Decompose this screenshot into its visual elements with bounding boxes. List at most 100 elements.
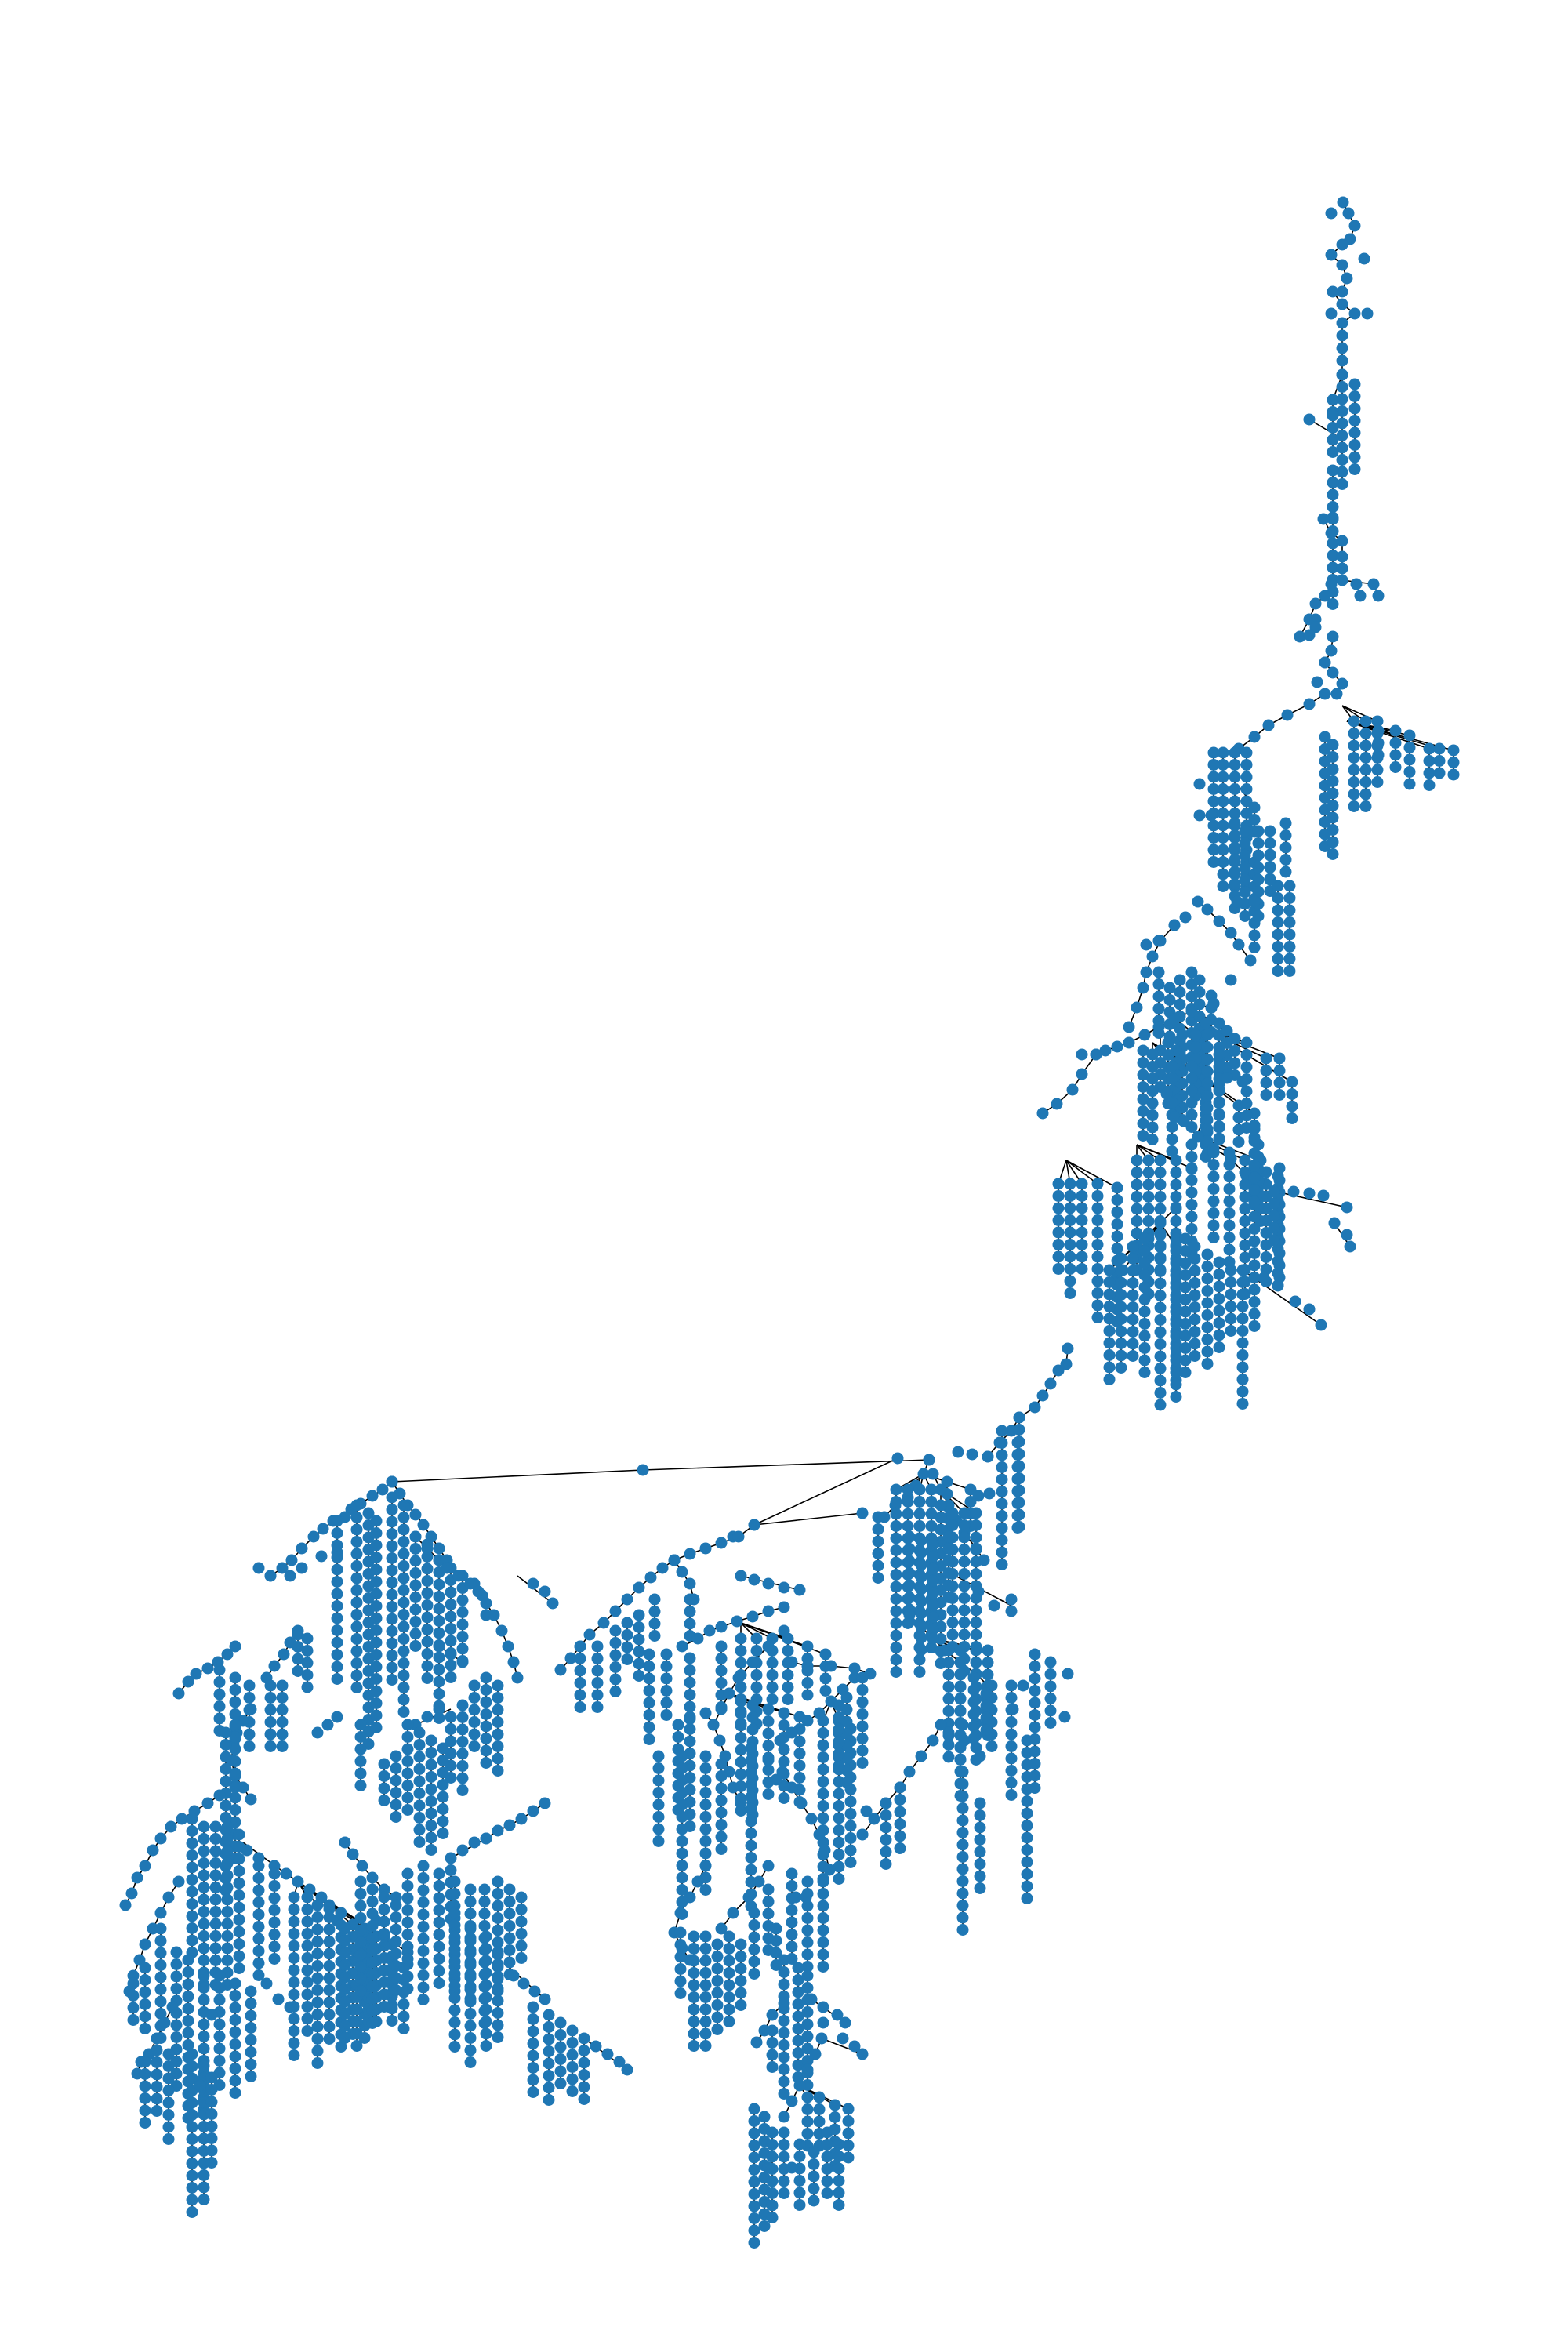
- graph-node: [198, 1833, 210, 1845]
- graph-node: [421, 1624, 434, 1635]
- graph-node: [688, 2003, 700, 2016]
- graph-node: [676, 1787, 688, 1798]
- graph-node: [252, 1908, 265, 1921]
- graph-node: [715, 1831, 728, 1843]
- graph-node: [1029, 1648, 1041, 1661]
- graph-node: [209, 1869, 222, 1882]
- graph-node: [1138, 1330, 1151, 1342]
- graph-node: [699, 1967, 712, 1979]
- graph-node: [186, 1825, 198, 1837]
- graph-node: [1239, 910, 1251, 922]
- graph-node: [1248, 1320, 1261, 1332]
- graph-node: [1236, 1385, 1249, 1398]
- graph-node: [397, 1621, 410, 1633]
- graph-node: [350, 2027, 363, 2040]
- graph-node: [1223, 1207, 1236, 1219]
- graph-node: [890, 1520, 902, 1532]
- graph-node: [176, 1813, 188, 1825]
- graph-node: [748, 1968, 760, 1980]
- graph-node: [1319, 590, 1331, 602]
- graph-node: [1348, 764, 1360, 776]
- graph-node: [715, 1653, 728, 1664]
- graph-node: [735, 1632, 747, 1645]
- graph-node: [1201, 1029, 1214, 1041]
- graph-node: [311, 2033, 324, 2045]
- graph-node: [1336, 329, 1348, 342]
- graph-node: [1341, 1229, 1353, 1241]
- graph-node: [833, 1860, 845, 1873]
- graph-node: [676, 1835, 688, 1847]
- graph-node: [1170, 1154, 1182, 1167]
- graph-node: [1272, 953, 1284, 965]
- graph-node: [1348, 788, 1360, 800]
- graph-node: [750, 2036, 763, 2049]
- graph-node: [186, 1898, 198, 1910]
- graph-node: [229, 1684, 241, 1696]
- graph-node: [954, 1656, 967, 1668]
- graph-node: [1213, 1061, 1225, 1073]
- graph-node: [186, 1886, 198, 1898]
- graph-node: [915, 1595, 927, 1607]
- graph-node: [746, 1610, 759, 1623]
- graph-node: [833, 1849, 845, 1860]
- graph-node: [1166, 1121, 1178, 1133]
- graph-node: [1127, 1277, 1139, 1289]
- graph-node: [252, 1884, 265, 1896]
- graph-node: [688, 1967, 700, 1979]
- graph-node: [1064, 1226, 1076, 1239]
- graph-node: [1286, 1088, 1298, 1100]
- graph-node: [688, 2040, 700, 2052]
- graph-node: [711, 1951, 724, 1962]
- graph-node: [1127, 1301, 1139, 1313]
- graph-node: [233, 1938, 245, 1950]
- graph-node: [633, 1646, 645, 1657]
- graph-node: [252, 1969, 265, 1981]
- graph-node: [1294, 630, 1306, 643]
- graph-node: [1179, 1232, 1192, 1245]
- graph-node: [821, 2139, 833, 2151]
- graph-node: [1166, 1060, 1178, 1073]
- graph-node: [1170, 1191, 1182, 1203]
- graph-node: [1319, 688, 1331, 700]
- graph-node: [786, 1916, 798, 1929]
- graph-node: [723, 1943, 735, 1955]
- graph-node: [735, 1645, 747, 1657]
- graph-node: [1327, 811, 1339, 824]
- graph-node: [872, 1559, 884, 1572]
- graph-node: [727, 1907, 739, 1919]
- graph-node: [1189, 1240, 1201, 1253]
- graph-node: [1021, 1880, 1033, 1893]
- graph-node: [1217, 808, 1229, 819]
- graph-node: [1064, 1250, 1076, 1263]
- graph-node: [774, 1734, 786, 1747]
- graph-node: [1103, 1325, 1116, 1337]
- graph-node: [958, 1568, 971, 1580]
- graph-node: [684, 1689, 696, 1700]
- graph-node: [778, 1719, 790, 1731]
- graph-node: [370, 1697, 383, 1709]
- graph-node: [660, 1697, 673, 1709]
- graph-node: [276, 1740, 289, 1752]
- graph-node: [684, 1700, 696, 1713]
- graph-node: [1327, 477, 1339, 488]
- graph-node: [956, 1814, 969, 1827]
- graph-node: [1154, 1229, 1167, 1241]
- graph-node: [699, 1542, 712, 1555]
- graph-node: [317, 1523, 329, 1535]
- graph-node: [648, 1617, 661, 1630]
- graph-node: [386, 1491, 398, 1504]
- graph-node: [715, 1819, 728, 1831]
- graph-node: [1359, 728, 1372, 739]
- graph-node: [980, 1711, 993, 1724]
- graph-node: [1029, 1685, 1041, 1697]
- graph-node: [833, 1760, 845, 1772]
- graph-node: [1021, 1734, 1033, 1747]
- graph-node: [903, 1530, 916, 1543]
- graph-node: [468, 1716, 481, 1728]
- graph-node: [1236, 1325, 1249, 1337]
- graph-node: [792, 2034, 804, 2047]
- graph-node: [1170, 1245, 1182, 1257]
- graph-node: [243, 1692, 256, 1704]
- graph-node: [633, 1609, 645, 1621]
